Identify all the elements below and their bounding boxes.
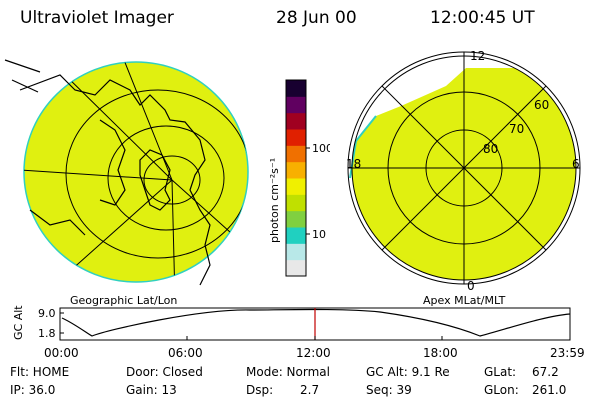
colorbar: 100 10 photon cm⁻²s⁻¹: [268, 79, 330, 277]
mode-status: Mode: Normal: [246, 365, 330, 379]
door-status: Door: Closed: [126, 365, 203, 379]
glat-value: 67.2: [532, 365, 559, 379]
colorbar-band: [286, 112, 306, 130]
colorbar-band: [286, 210, 306, 228]
mlt-label-right: 6: [572, 157, 580, 171]
colorbar-band: [286, 227, 306, 244]
altitude-curve: [61, 308, 571, 337]
colorbar-band: [286, 145, 306, 163]
mlt-label-bottom: 0: [467, 279, 475, 293]
alt-tick-low: 1.8: [38, 327, 56, 340]
geo-grid: [24, 62, 248, 282]
time-label: 12:00:45 UT: [430, 8, 535, 28]
sequence-number: Seq: 39: [366, 383, 412, 397]
colorbar-band: [286, 178, 306, 195]
date-label: 28 Jun 00: [276, 8, 357, 28]
colorbar-scale: [286, 80, 306, 277]
colorbar-band: [286, 161, 306, 179]
colorbar-band: [286, 129, 306, 146]
mlt-label-top: 12: [470, 49, 485, 63]
mlat-label-60: 60: [534, 98, 549, 112]
flight-status: Flt: HOME: [10, 365, 70, 379]
glon-label: GLon:: [484, 383, 519, 397]
colorbar-band: [286, 96, 306, 114]
gc-altitude: GC Alt: 9.1 Re: [366, 365, 450, 379]
xtick-1200: 12:00: [296, 346, 331, 360]
dsp-label: Dsp:: [246, 383, 274, 397]
colorbar-tick-10: 10: [312, 228, 326, 241]
geo-auroral-image: [23, 61, 249, 283]
coastlines: [4, 59, 211, 286]
mlt-lines: [348, 52, 580, 284]
instrument-title: Ultraviolet Imager: [20, 8, 174, 28]
geo-panel-label: Geographic Lat/Lon: [70, 294, 178, 307]
glon-value: 261.0: [532, 383, 567, 397]
xtick-1800: 18:00: [423, 346, 458, 360]
mlat-label-70: 70: [509, 122, 524, 136]
gain-value: Gain: 13: [126, 383, 177, 397]
xtick-0600: 06:00: [168, 346, 203, 360]
colorbar-band: [286, 194, 306, 212]
colorbar-unit-label: photon cm⁻²s⁻¹: [268, 158, 281, 243]
glat-label: GLat:: [484, 365, 517, 379]
colorbar-tick-100: 100: [312, 142, 330, 155]
xtick-2359: 23:59: [550, 346, 585, 360]
mlat-label-80: 80: [483, 142, 498, 156]
geographic-image: [4, 59, 249, 286]
alt-tick-high: 9.0: [38, 307, 56, 320]
apex-polar-plot: 12 18 6 0 60 70 80: [346, 49, 581, 293]
apex-auroral-image: [352, 68, 576, 280]
dsp-value: 2.7: [300, 383, 320, 397]
mlt-label-left: 18: [346, 157, 361, 171]
xtick-0000: 00:00: [44, 346, 79, 360]
colorbar-band: [286, 243, 306, 261]
altitude-plot: 9.0 1.8 GC Alt 00:00 06:00 12:00 18:00 2…: [12, 305, 585, 360]
apex-panel-label: Apex MLat/MLT: [423, 294, 506, 307]
colorbar-band: [286, 259, 306, 277]
alt-ylabel: GC Alt: [12, 305, 25, 340]
ip-value: IP: 36.0: [10, 383, 56, 397]
colorbar-band: [286, 80, 306, 97]
